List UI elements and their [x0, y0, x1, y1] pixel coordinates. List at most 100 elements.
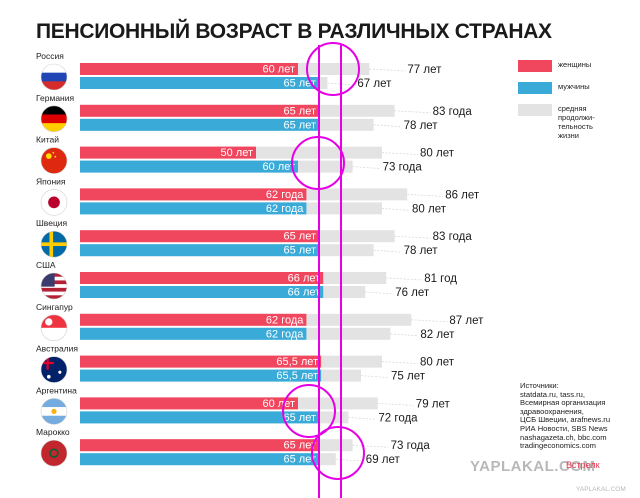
- flag-band: [41, 440, 67, 467]
- flag-body: [41, 440, 67, 467]
- flag-band: [41, 327, 67, 341]
- flag-band: [41, 291, 67, 296]
- life-expectancy-label-men: 69 лет: [366, 454, 401, 466]
- life-expectancy-label-men: 75 лет: [391, 371, 426, 383]
- flag-Марокко: [40, 439, 68, 467]
- men-bar: [80, 453, 319, 466]
- flag-cross: [41, 242, 67, 247]
- flag-body: [41, 314, 67, 341]
- country-label: Аргентина: [36, 385, 77, 395]
- sources-line: ЦСБ Швеции, arafnews.ru: [520, 415, 611, 425]
- life-expectancy-leader: [386, 277, 423, 281]
- flag-Сингапур: [40, 314, 68, 342]
- women-bar-label: 65,5 лет: [276, 356, 318, 368]
- flag-body: [41, 189, 67, 216]
- flag-band: [41, 295, 67, 299]
- flag-Германия: [40, 105, 68, 133]
- flag-band: [41, 398, 67, 408]
- women-bar: [80, 188, 307, 201]
- flag-outline: [40, 398, 68, 425]
- women-bar: [80, 397, 298, 410]
- flag-outline: [40, 356, 68, 383]
- women-bar: [80, 104, 319, 117]
- life-expectancy-leader: [377, 403, 414, 406]
- sources: Источники: statdata.ru, tass.ru, Всемирн…: [520, 381, 630, 451]
- flag-star: [58, 370, 62, 374]
- sources-line: nashagazeta.ch, bbc.com: [520, 432, 607, 442]
- women-bar: [80, 313, 307, 326]
- flag-band: [41, 356, 67, 383]
- life-expectancy-leader: [369, 68, 406, 72]
- women-bar-label: 62 года: [266, 189, 304, 201]
- women-bar: [80, 230, 319, 243]
- life-expectancy-label-men: 73 года: [383, 162, 423, 174]
- sources-line: statdata.ru, tass.ru,: [520, 389, 585, 399]
- flag-band: [41, 81, 67, 90]
- legend: женщины мужчины средняя продолжи-тельнос…: [518, 60, 628, 146]
- women-bar-label: 60 лет: [262, 398, 295, 410]
- men-bar: [80, 202, 307, 215]
- life-expectancy-leader: [407, 194, 444, 197]
- flag-outline: [40, 147, 68, 174]
- women-bar: [80, 146, 256, 159]
- flag-band: [41, 314, 67, 329]
- flag-moon: [45, 318, 53, 326]
- flag-sun: [51, 408, 57, 414]
- men-bar-label: 65 лет: [283, 119, 316, 131]
- women-bar: [80, 355, 322, 368]
- life-expectancy-leader: [411, 319, 448, 323]
- women-bar-label: 66 лет: [288, 273, 321, 285]
- flag-body: [41, 105, 67, 132]
- watermark-small: YAPLAKAL.COM: [576, 486, 626, 493]
- flag-band: [41, 114, 67, 124]
- life-expectancy-label-women: 86 лет: [445, 189, 480, 201]
- life-expectancy-leader: [373, 249, 402, 253]
- life-expectancy-label-women: 80 лет: [420, 357, 455, 369]
- women-bar-label: 50 лет: [220, 147, 253, 159]
- flag-США: [40, 272, 68, 300]
- flag-band: [41, 415, 67, 425]
- life-expectancy-leader: [394, 235, 431, 239]
- annotation-circle: [291, 136, 345, 190]
- flag-outline: [40, 63, 68, 91]
- life-expectancy-leader: [365, 291, 394, 295]
- life-expectancy-leader: [381, 208, 411, 211]
- annotation-circle: [311, 426, 365, 480]
- flag-body: [41, 398, 67, 425]
- life-expectancy-label-men: 78 лет: [404, 245, 439, 257]
- flag-Швеция: [40, 230, 68, 258]
- men-bar-label: 60 лет: [262, 161, 295, 173]
- men-bar-label: 65 лет: [283, 78, 316, 90]
- life-expectancy-label-women: 79 лет: [416, 398, 451, 410]
- men-bar-label: 65,5 лет: [276, 370, 318, 382]
- women-bar-label: 65 лет: [283, 440, 316, 452]
- men-bar: [80, 327, 307, 340]
- legend-swatch-life-expectancy: [518, 104, 552, 116]
- watermark-stamp: Встрелк: [566, 460, 600, 470]
- flag-body: [41, 64, 67, 90]
- country-label: Марокко: [36, 427, 70, 437]
- flag-band: [41, 123, 67, 132]
- flag-cross: [46, 356, 49, 370]
- country-label: Китай: [36, 135, 59, 145]
- flag-Япония: [40, 189, 68, 216]
- life-expectancy-leader: [373, 124, 402, 128]
- men-bar-label: 65 лет: [283, 245, 316, 257]
- sources-line: Источники:: [520, 381, 559, 390]
- life-expectancy-label-men: 80 лет: [412, 203, 447, 215]
- men-bar-label: 62 года: [266, 203, 304, 215]
- flag-disc: [48, 196, 60, 209]
- sources-line: tradingeconomics.com: [520, 441, 596, 451]
- flag-Аргентина: [40, 398, 68, 425]
- men-bar-label: 65 лет: [283, 454, 316, 466]
- women-bar-label: 65 лет: [283, 105, 316, 117]
- flag-cross: [49, 231, 54, 258]
- life-expectancy-label-men: 82 лет: [420, 329, 455, 341]
- men-bar: [80, 369, 322, 382]
- flag-Австралия: [40, 356, 68, 383]
- life-expectancy-leader: [381, 152, 419, 155]
- men-bar: [80, 118, 319, 131]
- legend-label-women: женщины: [558, 60, 592, 69]
- flag-Китай: [40, 147, 68, 174]
